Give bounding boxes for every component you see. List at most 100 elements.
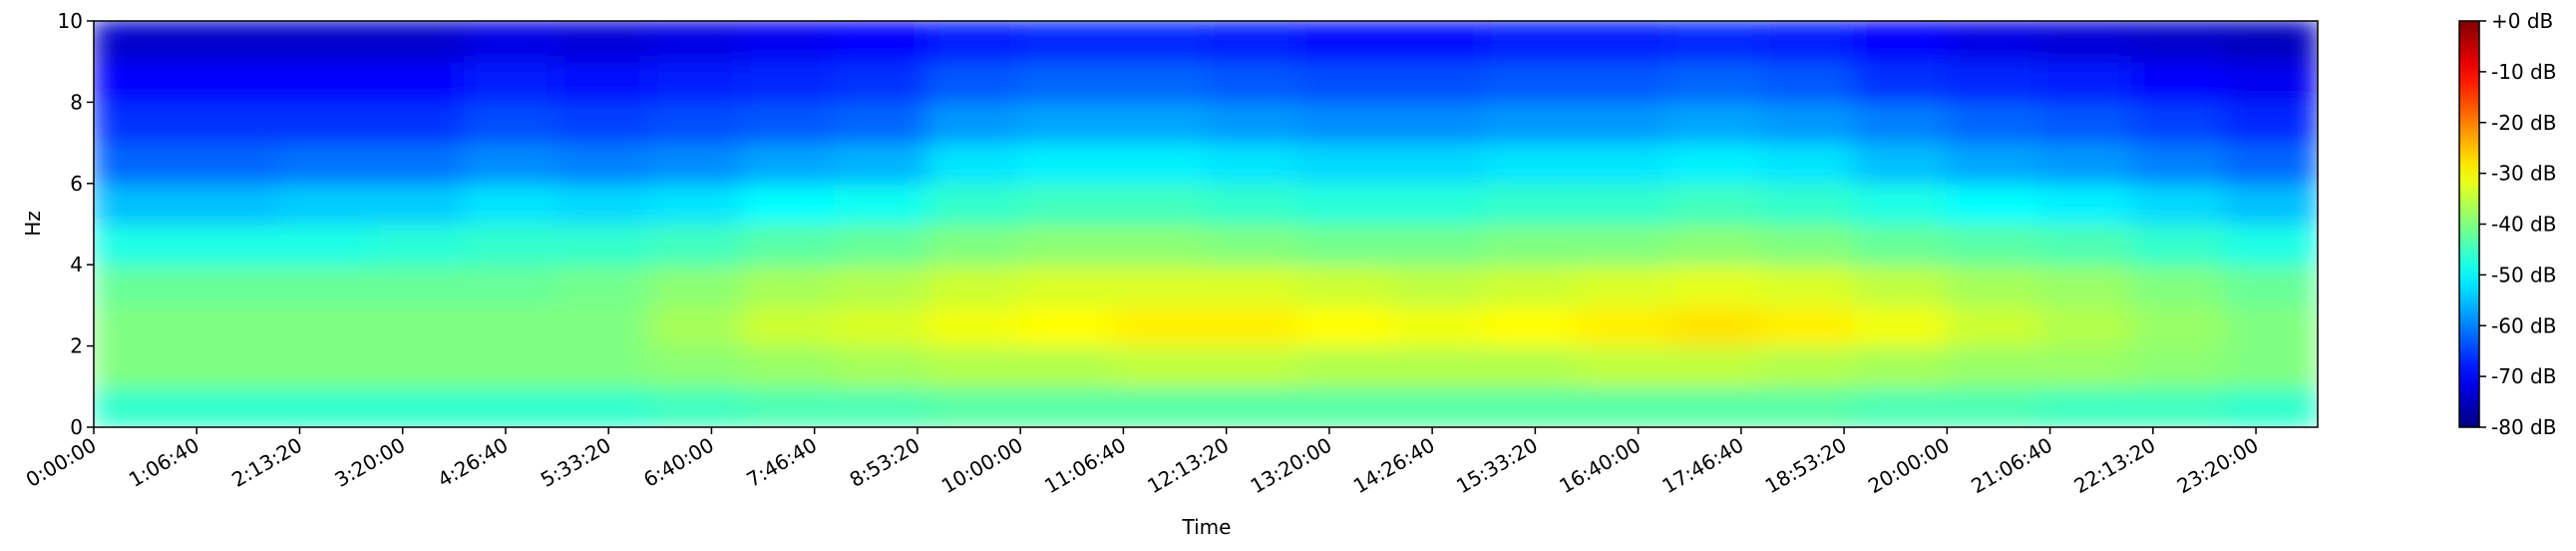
spectrogram-cell — [926, 303, 1022, 347]
spectrogram-cell — [926, 385, 1022, 427]
spectrogram-cell — [834, 142, 929, 185]
spectrogram-cell — [277, 385, 373, 427]
spectrogram-cell — [1575, 60, 1670, 104]
spectrogram-cell — [2038, 21, 2134, 63]
y-axis-label: Hz — [21, 211, 45, 237]
spectrogram-cell — [1946, 303, 2041, 347]
spectrogram-cell — [94, 344, 187, 388]
x-tick-label: 14:26:40 — [1349, 433, 1439, 499]
spectrogram-cell — [834, 182, 929, 226]
spectrogram-cell — [463, 264, 558, 306]
spectrogram-cell — [1019, 344, 1115, 388]
colorbar-tick-label: -70 dB — [2491, 364, 2556, 388]
x-tick-label: 13:20:00 — [1247, 433, 1336, 499]
spectrogram-cell — [2131, 344, 2227, 388]
spectrogram-cell — [834, 21, 929, 63]
spectrogram-cell — [1482, 142, 1578, 185]
spectrogram-cell — [648, 344, 744, 388]
spectrogram-cell — [1112, 264, 1207, 306]
x-tick-label: 18:53:20 — [1761, 433, 1851, 499]
spectrogram-cell — [2038, 385, 2134, 427]
spectrogram-cell — [94, 21, 187, 63]
spectrogram-cell — [1389, 223, 1485, 267]
spectrogram-cell — [2038, 344, 2134, 388]
spectrogram-cell — [94, 264, 187, 306]
spectrogram-cell — [1667, 21, 1763, 63]
plot-frame — [93, 20, 2319, 428]
spectrogram-cell — [2131, 142, 2227, 185]
spectrogram-cell — [834, 264, 929, 306]
spectrogram-cell — [1760, 223, 1856, 267]
spectrogram-cell — [834, 223, 929, 267]
spectrogram-cell — [834, 344, 929, 388]
spectrogram-cell — [1482, 21, 1578, 63]
x-tick-label: 1:06:40 — [125, 433, 203, 492]
spectrogram-cell — [555, 101, 651, 145]
x-tick-label: 23:20:00 — [2173, 433, 2263, 499]
spectrogram-cell — [926, 223, 1022, 267]
spectrogram-cell — [648, 385, 744, 427]
spectrogram-cell — [1667, 303, 1763, 347]
spectrogram-cell — [648, 142, 744, 185]
x-tick-label: 11:06:40 — [1040, 433, 1130, 499]
spectrogram-cell — [463, 303, 558, 347]
y-tick-label: 4 — [70, 253, 83, 276]
spectrogram-cell — [555, 142, 651, 185]
spectrogram-cell — [1946, 223, 2041, 267]
spectrogram-cell — [1760, 264, 1856, 306]
spectrogram-cell — [741, 101, 837, 145]
y-tick-label: 0 — [70, 415, 83, 439]
spectrogram-cell — [1112, 223, 1207, 267]
spectrogram-cell — [741, 223, 837, 267]
spectrogram-cell — [1667, 60, 1763, 104]
spectrogram-cell — [1853, 142, 1949, 185]
x-tick-label: 2:13:20 — [227, 433, 306, 492]
spectrogram-cell — [2224, 60, 2318, 104]
spectrogram-cell — [1296, 385, 1392, 427]
spectrogram-cell — [1853, 223, 1949, 267]
spectrogram-cell — [277, 142, 373, 185]
spectrogram-cell — [277, 182, 373, 226]
spectrogram-cell — [1389, 344, 1485, 388]
colorbar-tick-label: -40 dB — [2491, 213, 2556, 237]
spectrogram-cell — [1019, 21, 1115, 63]
spectrogram-cell — [2131, 303, 2227, 347]
spectrogram-cell — [370, 182, 466, 226]
spectrogram-cell — [184, 60, 280, 104]
spectrogram-cell — [370, 223, 466, 267]
spectrogram-cell — [834, 303, 929, 347]
spectrogram-cell — [926, 142, 1022, 185]
spectrogram-cell — [370, 60, 466, 104]
spectrogram-cell — [463, 223, 558, 267]
spectrogram-cell — [1389, 264, 1485, 306]
spectrogram-cell — [2038, 142, 2134, 185]
spectrogram-cell — [1389, 385, 1485, 427]
spectrogram-cell — [1019, 142, 1115, 185]
spectrogram-cell — [1575, 264, 1670, 306]
spectrogram-cell — [184, 303, 280, 347]
spectrogram-cell — [1112, 385, 1207, 427]
spectrogram-cell — [184, 182, 280, 226]
spectrogram-cell — [1296, 223, 1392, 267]
spectrogram-cell — [2038, 60, 2134, 104]
spectrogram-cell — [2224, 21, 2318, 63]
spectrogram-cell — [1760, 21, 1856, 63]
y-tick-label: 10 — [58, 9, 83, 33]
spectrogram-cell — [1575, 303, 1670, 347]
spectrogram-cell — [2224, 142, 2318, 185]
spectrogram-cell — [926, 264, 1022, 306]
x-tick-label: 8:53:20 — [846, 433, 924, 492]
spectrogram-cell — [1575, 223, 1670, 267]
spectrogram-cell — [184, 142, 280, 185]
spectrogram-cell — [1946, 21, 2041, 63]
x-axis-label: Time — [1182, 515, 1232, 539]
spectrogram-cell — [1112, 142, 1207, 185]
spectrogram-cell — [463, 101, 558, 145]
spectrogram-cell — [1482, 264, 1578, 306]
spectrogram-cell — [1296, 21, 1392, 63]
spectrogram-cell — [1296, 101, 1392, 145]
spectrogram-cell — [1296, 182, 1392, 226]
spectrogram-cell — [1667, 344, 1763, 388]
spectrogram-cell — [741, 344, 837, 388]
spectrogram-cell — [1205, 385, 1299, 427]
